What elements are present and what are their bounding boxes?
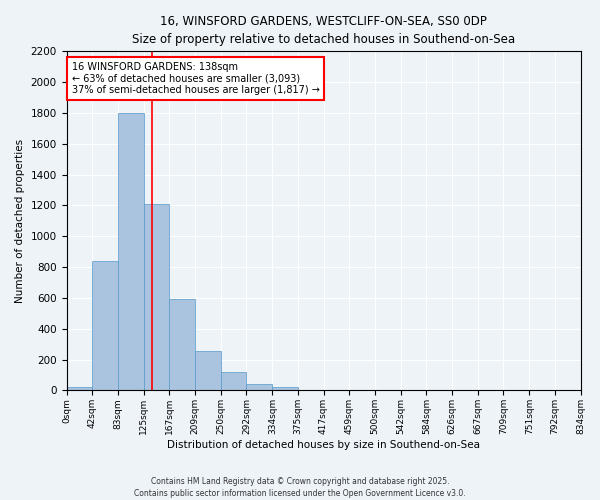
- Bar: [247, 384, 272, 390]
- Bar: [221, 372, 247, 390]
- Bar: [67, 386, 92, 390]
- Text: 16 WINSFORD GARDENS: 138sqm
← 63% of detached houses are smaller (3,093)
37% of : 16 WINSFORD GARDENS: 138sqm ← 63% of det…: [71, 62, 320, 94]
- Bar: [118, 113, 143, 390]
- Text: Contains HM Land Registry data © Crown copyright and database right 2025.
Contai: Contains HM Land Registry data © Crown c…: [134, 476, 466, 498]
- Title: 16, WINSFORD GARDENS, WESTCLIFF-ON-SEA, SS0 0DP
Size of property relative to det: 16, WINSFORD GARDENS, WESTCLIFF-ON-SEA, …: [132, 15, 515, 46]
- Bar: [92, 261, 118, 390]
- Bar: [169, 300, 196, 390]
- X-axis label: Distribution of detached houses by size in Southend-on-Sea: Distribution of detached houses by size …: [167, 440, 480, 450]
- Y-axis label: Number of detached properties: Number of detached properties: [15, 139, 25, 303]
- Bar: [143, 204, 169, 390]
- Bar: [272, 386, 298, 390]
- Bar: [196, 351, 221, 391]
